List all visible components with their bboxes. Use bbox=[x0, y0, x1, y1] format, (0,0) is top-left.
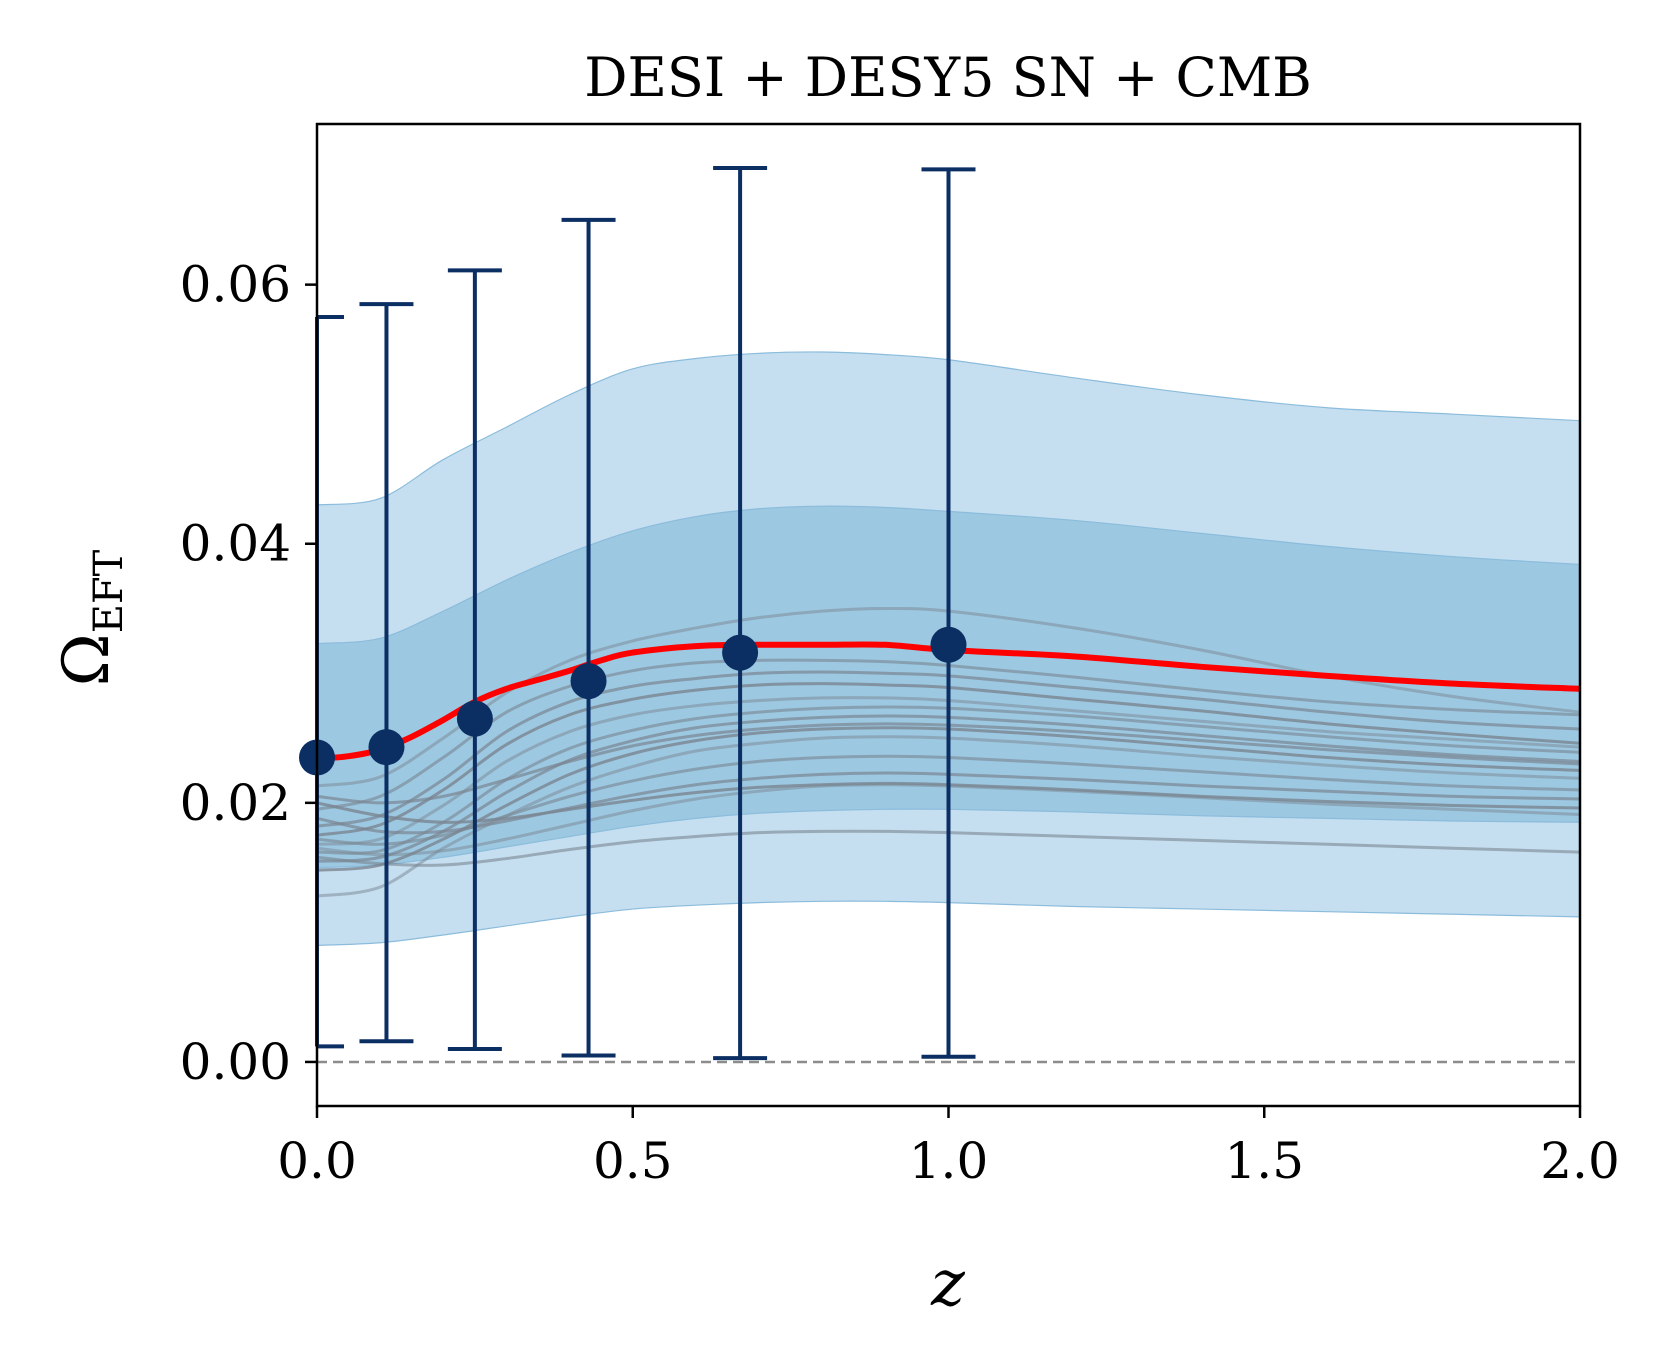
data-point bbox=[456, 700, 493, 737]
error-bar bbox=[561, 217, 616, 1058]
sample-curve bbox=[317, 722, 1580, 805]
sample-curve bbox=[317, 771, 1580, 835]
y-axis-label-symbol: Ω bbox=[50, 633, 124, 686]
y-axis-label: ΩEFT bbox=[50, 549, 132, 686]
x-tick-label: 1.0 bbox=[909, 1132, 989, 1190]
sample-curve bbox=[317, 726, 1580, 872]
error-bar bbox=[921, 167, 976, 1059]
sample-curve bbox=[317, 696, 1580, 846]
data-point bbox=[570, 663, 607, 700]
x-tick-label: 2.0 bbox=[1540, 1132, 1620, 1190]
sample-curve bbox=[317, 714, 1580, 863]
sample-curve bbox=[317, 705, 1580, 855]
x-tick-label: 1.5 bbox=[1224, 1132, 1304, 1190]
y-axis-label-subscript: EFT bbox=[86, 549, 132, 633]
error-bar bbox=[359, 302, 414, 1044]
sample-curve bbox=[317, 670, 1580, 828]
error-bar bbox=[713, 166, 768, 1061]
y-tick-label: 0.02 bbox=[180, 774, 291, 832]
sample-curve bbox=[317, 682, 1580, 837]
x-axis-label: z bbox=[930, 1247, 966, 1321]
x-tick-label: 0.0 bbox=[277, 1132, 357, 1190]
y-tick-label: 0.06 bbox=[180, 256, 291, 314]
error-bar bbox=[447, 268, 502, 1051]
sample-curve bbox=[317, 829, 1580, 867]
y-tick-label: 0.04 bbox=[180, 515, 291, 573]
best-fit-layer bbox=[317, 641, 1580, 762]
y-tick-label: 0.00 bbox=[180, 1033, 291, 1091]
x-axis-ticks: 0.0 0.5 1.0 1.5 2.0 bbox=[277, 1106, 1620, 1190]
x-tick-label: 0.5 bbox=[593, 1132, 673, 1190]
chart-title: DESI + DESY5 SN + CMB bbox=[584, 46, 1312, 109]
y-axis-ticks: 0.00 0.02 0.04 0.06 bbox=[180, 256, 317, 1091]
sample-curve bbox=[317, 783, 1580, 857]
data-points bbox=[299, 166, 976, 1061]
data-point bbox=[930, 626, 967, 663]
sample-curves bbox=[317, 606, 1580, 898]
data-point bbox=[722, 634, 759, 671]
best-fit-line bbox=[317, 641, 1580, 762]
data-point bbox=[368, 729, 405, 766]
